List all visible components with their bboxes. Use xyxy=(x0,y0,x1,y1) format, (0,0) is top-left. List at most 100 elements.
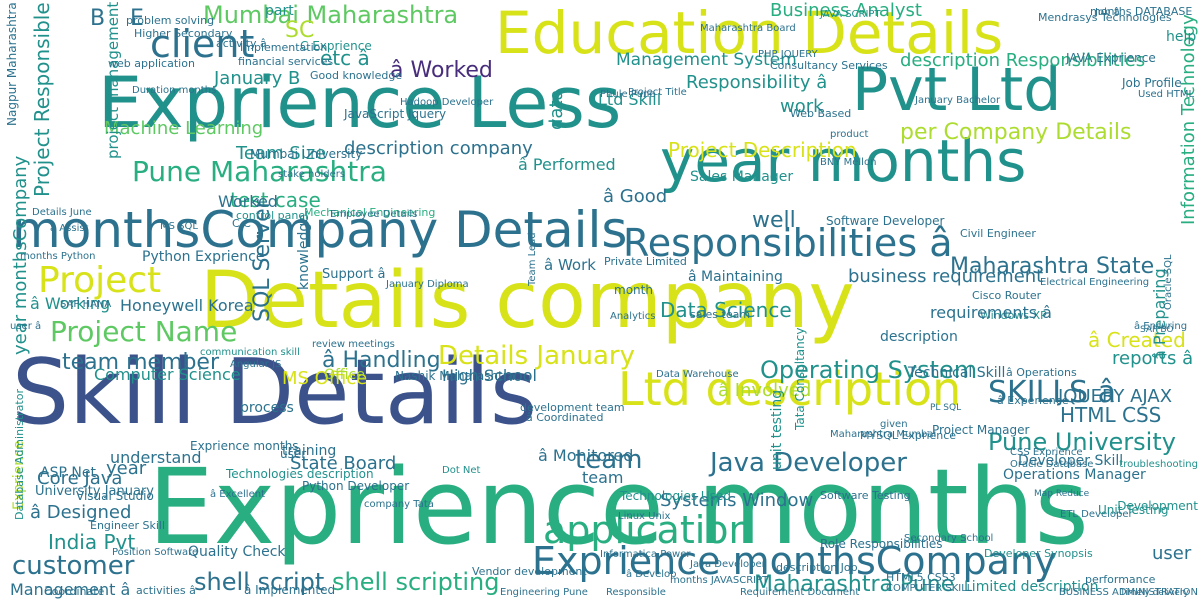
word-coordinated: â Coordinated xyxy=(526,411,604,424)
word-worked: â Worked xyxy=(390,58,493,83)
word-java-developer: Java Developer xyxy=(710,448,907,478)
word-html-css: HTML CSS xyxy=(1060,403,1162,427)
word-mendrasys-technologies: Mendrasys Technologies xyxy=(1038,11,1172,24)
word-software-testing: Software Testing xyxy=(820,489,911,502)
word-january-diploma: January Diploma xyxy=(386,279,469,290)
word-user: user â xyxy=(10,321,42,332)
word-phule-pune: Phule Pune xyxy=(600,89,656,100)
word-university-january: University January xyxy=(35,484,154,499)
word-january-b: January B xyxy=(214,68,301,89)
word-details-june: Details June xyxy=(32,207,92,218)
word-etl-developer: ETL Developer xyxy=(1060,509,1133,520)
word-excellent: â Excellent xyxy=(210,489,265,500)
word-team-member: team member xyxy=(62,350,220,375)
word-mysql-exprience: MYSQL Exprience xyxy=(860,429,957,442)
word-dot-net: Dot Net xyxy=(442,465,481,476)
word-control-panel: control panel xyxy=(236,209,309,222)
word-months-javascript: months JAVASCRIPT xyxy=(670,575,769,586)
word-mechanical-engineering: Mechanical Engineering xyxy=(304,206,436,219)
word-vendor-development: Vendor development xyxy=(472,565,587,578)
word-january-bachelor: January Bachelor xyxy=(915,95,1001,106)
word-used-html: Used HTML xyxy=(1138,89,1195,100)
word-test-case: test case xyxy=(230,188,321,212)
word-tata-consultancy: Tata Consultancy xyxy=(793,327,807,430)
word-communication-skill: communication skill xyxy=(200,347,300,358)
word-angular-js: Angular JS xyxy=(230,359,282,370)
word-exprience-months: Exprience months xyxy=(148,446,1089,568)
word-web-application: web application xyxy=(108,57,195,70)
word-shell-scripting: shell scripting xyxy=(332,568,500,596)
word-description-job: description Job xyxy=(776,561,858,574)
word-problem-solving: problem solving xyxy=(126,14,215,27)
word-description: description xyxy=(880,329,958,345)
word-quality-check: Quality Check xyxy=(188,544,286,560)
word-computer-skill: COMPUTER SKILL xyxy=(886,583,973,594)
word-operations: â Operations xyxy=(1006,366,1077,379)
word-mumbai-university: Mumbai University xyxy=(250,147,363,161)
word-team-lead: Team Lead xyxy=(527,232,538,286)
word-designed: â Designed xyxy=(30,502,132,523)
word-activity: activity â xyxy=(216,37,267,50)
word-monthscompany-details: monthsCompany Details xyxy=(12,201,628,259)
word-understand: understand xyxy=(110,448,202,467)
word-given: given xyxy=(880,419,908,430)
word-nashik-maharashtra: Nashik Maharashtra xyxy=(395,369,516,383)
word-ensuring: â Ensuring xyxy=(1134,321,1188,332)
word-exprience-less: Exprience Less xyxy=(98,62,622,144)
word-data-warehouse: Data Warehouse xyxy=(656,369,739,380)
word-electrical-engineering: Electrical Engineering xyxy=(1040,277,1150,288)
word-skill-details: Skill Details xyxy=(12,340,537,445)
word-etc: etc â xyxy=(320,46,370,70)
word-python-developer: Python Developer xyxy=(302,479,410,493)
word-product: product xyxy=(830,129,869,140)
word-high-school: High School xyxy=(442,366,537,385)
word-handling: â Handling xyxy=(322,348,441,373)
word-troubleshooting: troubleshooting xyxy=(1119,459,1198,470)
word-java-developer: Java Developer xyxy=(690,559,766,570)
word-honeywell-korea: Honeywell Korea xyxy=(120,296,254,315)
word-pvt-ltd: Pvt Ltd xyxy=(852,55,1062,125)
word-well: well xyxy=(752,208,796,233)
word-technical-skill: Technical Skill xyxy=(908,365,1006,381)
word-duration-months: Duration months xyxy=(132,85,217,96)
word-sap-hana: SAP HANA xyxy=(60,299,112,310)
word-machine-learning: Machine Learning xyxy=(104,118,264,139)
word-mumbai-maharashtra: Mumbai Maharashtra xyxy=(203,1,459,29)
word-responsible: Responsible xyxy=(606,587,666,598)
word-month: month xyxy=(614,283,653,297)
word-stake-holders: stake holders xyxy=(278,169,346,180)
word-application: application xyxy=(543,508,753,552)
word-experience: â Experience xyxy=(997,394,1069,407)
word-project-name: Project Name xyxy=(50,315,238,348)
word-year-months: year months xyxy=(660,127,1027,195)
word-user: user xyxy=(1152,543,1192,564)
word-part: part xyxy=(265,3,294,19)
word-coordinate: Coordinate xyxy=(44,585,105,598)
word-implemented: â Implemented xyxy=(244,583,336,597)
word-css-exprience: CSS Exprience xyxy=(1010,447,1083,458)
word-technologies-used: Technologies Used xyxy=(620,489,731,503)
word-ltd-description: Ltd description xyxy=(618,362,962,416)
word-project-title: Project Title xyxy=(628,87,687,98)
word-c-c: C C xyxy=(232,217,251,230)
word-development: Development xyxy=(1117,499,1198,513)
word-sales-team: sales team xyxy=(690,308,751,321)
word-shell-script: shell script xyxy=(194,568,325,596)
word-information-technology: Information Technology xyxy=(1178,14,1199,225)
word-java-script: JAVA SCRIPT xyxy=(820,9,881,20)
word-customer: customer xyxy=(12,551,135,581)
word-bny-mellon: BNY Mellon xyxy=(820,157,877,168)
word-per-company-details: per Company Details xyxy=(900,120,1132,145)
word-pune-maharashtra: Pune Maharashtra xyxy=(132,155,387,188)
word-operating-system: Operating System xyxy=(760,356,978,384)
word-monitored: â Monitored xyxy=(538,446,634,465)
word-project-description: Project Description xyxy=(668,138,857,162)
word-c-exprience: C Exprience xyxy=(300,39,372,53)
word-web-based: Web Based xyxy=(790,107,852,120)
word-role-responsibilities: Role Responsibilities xyxy=(820,537,943,551)
word-private-limited: Private Limited xyxy=(604,255,687,268)
word-sc: SC xyxy=(285,18,315,43)
word-description-company: description company xyxy=(344,138,533,159)
word-analytics: Analytics xyxy=(610,311,656,322)
word-ltd-skill: Ltd Skill xyxy=(598,90,662,109)
